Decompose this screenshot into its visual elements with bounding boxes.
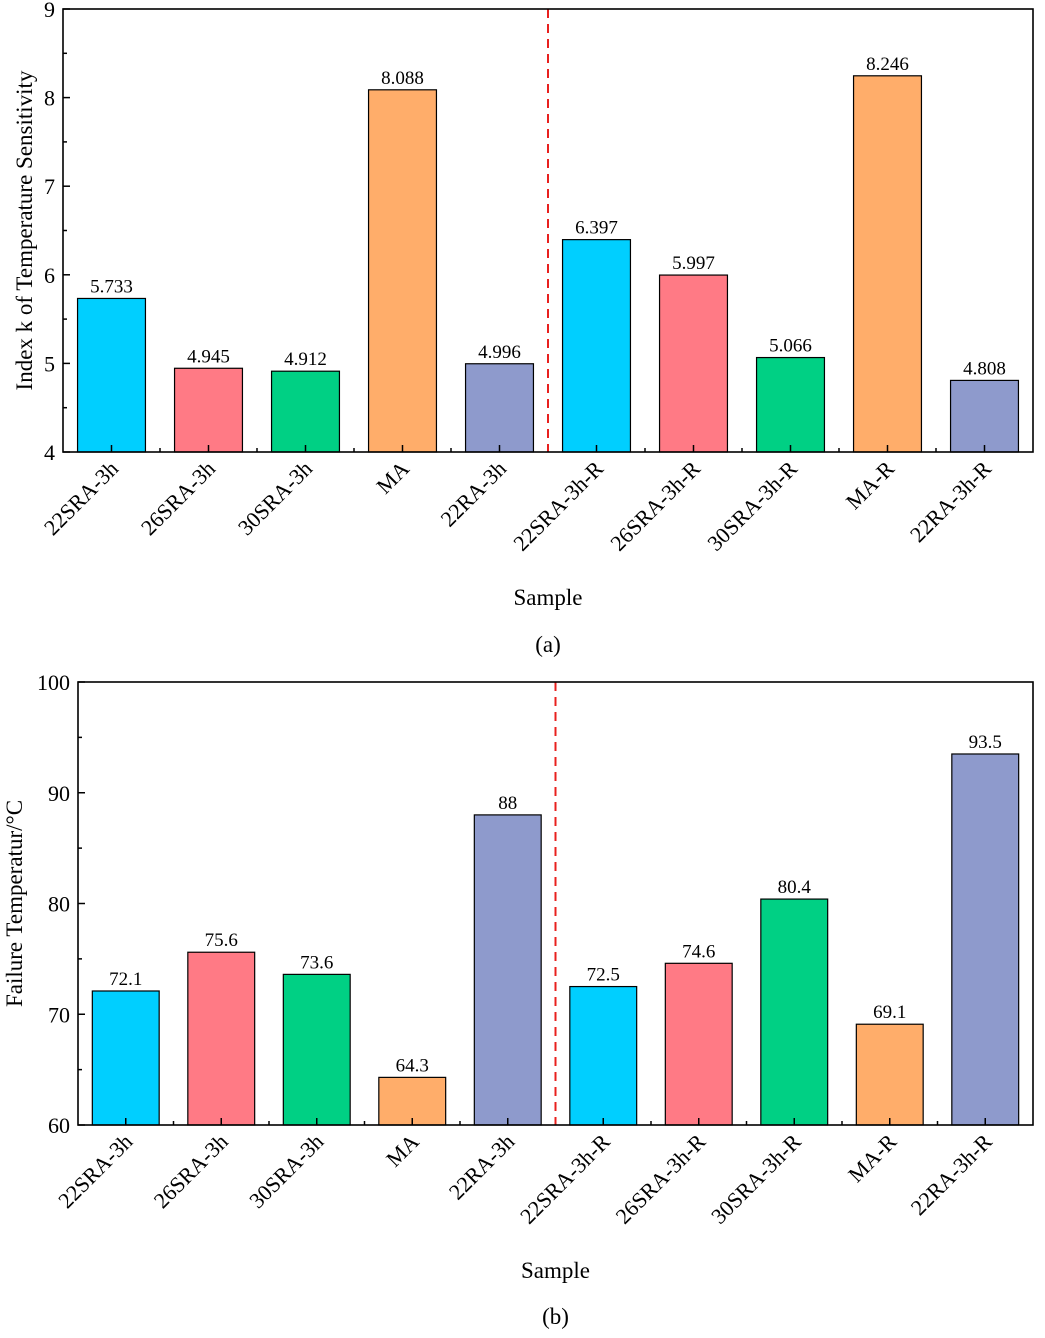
x-tick-label: 26SRA-3h-R [610,1129,710,1229]
figure-caption: (b) [542,1304,569,1329]
data-label: 80.4 [778,877,812,898]
bar-30SRA-3h [270,370,341,453]
x-tick-label: MA [371,456,414,499]
y-tick-label: 6 [44,263,55,288]
bar-22RA-3h-R [949,379,1020,453]
data-label: 4.996 [478,342,521,363]
x-tick-label: 26SRA-3h [149,1129,233,1213]
chart-b: 72.1 22SRA-3h 75.6 26SRA-3h 73.6 30SRA-3h 64.3… [2,670,1034,1329]
bar-MA-R [852,75,923,453]
data-label: 75.6 [205,930,238,951]
data-label: 4.945 [187,346,230,367]
data-label: 88 [498,793,517,814]
data-label: 5.997 [672,253,715,274]
x-axis-label: Sample [521,1258,590,1283]
x-tick-label: MA [381,1129,424,1172]
data-label: 73.6 [300,952,333,973]
x-tick-label: MA-R [841,456,900,515]
data-label: 93.5 [969,732,1002,753]
data-label: 69.1 [873,1002,906,1023]
data-label: 72.1 [109,969,142,990]
data-label: 4.912 [284,349,327,370]
x-tick-label: 22RA-3h [435,456,511,532]
bar-30SRA-3h-R [755,356,826,453]
x-tick-label: 22RA-3h-R [906,1129,997,1220]
bar-26SRA-3h [187,951,256,1126]
bar-22SRA-3h-R [561,239,632,453]
bar-22SRA-3h [91,990,160,1126]
data-label: 5.733 [90,276,133,297]
x-tick-label: 30SRA-3h-R [706,1129,806,1229]
y-tick-label: 4 [44,440,55,465]
y-tick-label: 70 [48,1002,70,1027]
bar-22RA-3h [473,814,542,1126]
y-tick-label: 80 [48,892,70,917]
bar-22SRA-3h [76,297,147,453]
data-label: 6.397 [575,218,618,239]
x-tick-label: 26SRA-3h-R [605,456,705,556]
x-tick-label: 30SRA-3h [244,1129,328,1213]
bar-26SRA-3h-R [658,274,729,453]
y-tick-label: 7 [44,174,55,199]
x-tick-label: MA-R [843,1129,902,1188]
x-tick-label: 30SRA-3h-R [702,456,802,556]
data-label: 72.5 [587,965,620,986]
data-label: 5.066 [769,336,812,357]
bar-22RA-3h-R [951,753,1020,1126]
x-axis-label: Sample [514,585,583,610]
y-axis-label: Index k of Temperature Sensitivity [12,70,37,390]
data-label: 4.808 [963,358,1006,379]
y-tick-label: 9 [44,0,55,22]
y-tick-label: 100 [37,670,70,695]
data-label: 8.088 [381,68,424,89]
y-tick-label: 60 [48,1113,70,1138]
x-tick-label: 30SRA-3h [233,456,317,540]
y-tick-label: 8 [44,86,55,111]
data-label: 74.6 [682,941,715,962]
data-label: 8.246 [866,54,909,75]
bar-30SRA-3h [282,973,351,1126]
x-tick-label: 22SRA-3h [53,1129,137,1213]
chart-a: 5.733 22SRA-3h 4.945 26SRA-3h 4.912 30SRA-3h 8… [12,0,1034,657]
bar-30SRA-3h-R [760,898,829,1126]
bar-MA [367,89,438,453]
data-label: 64.3 [396,1055,429,1076]
y-tick-label: 5 [44,351,55,376]
bar-22RA-3h [464,363,535,453]
bar-26SRA-3h-R [664,962,733,1126]
x-tick-label: 22SRA-3h [39,456,123,540]
bar-26SRA-3h [173,367,244,453]
x-tick-label: 26SRA-3h [136,456,220,540]
figure-caption: (a) [535,632,561,657]
x-tick-label: 22RA-3h [444,1129,520,1205]
bar-MA [378,1076,447,1126]
bar-22SRA-3h-R [569,985,638,1126]
bar-MA-R [855,1023,924,1126]
x-tick-label: 22SRA-3h-R [508,456,608,556]
x-tick-label: 22RA-3h-R [905,456,996,547]
y-axis-label: Failure Temperatur/°C [2,800,27,1007]
x-tick-label: 22SRA-3h-R [515,1129,615,1229]
y-tick-label: 90 [48,781,70,806]
